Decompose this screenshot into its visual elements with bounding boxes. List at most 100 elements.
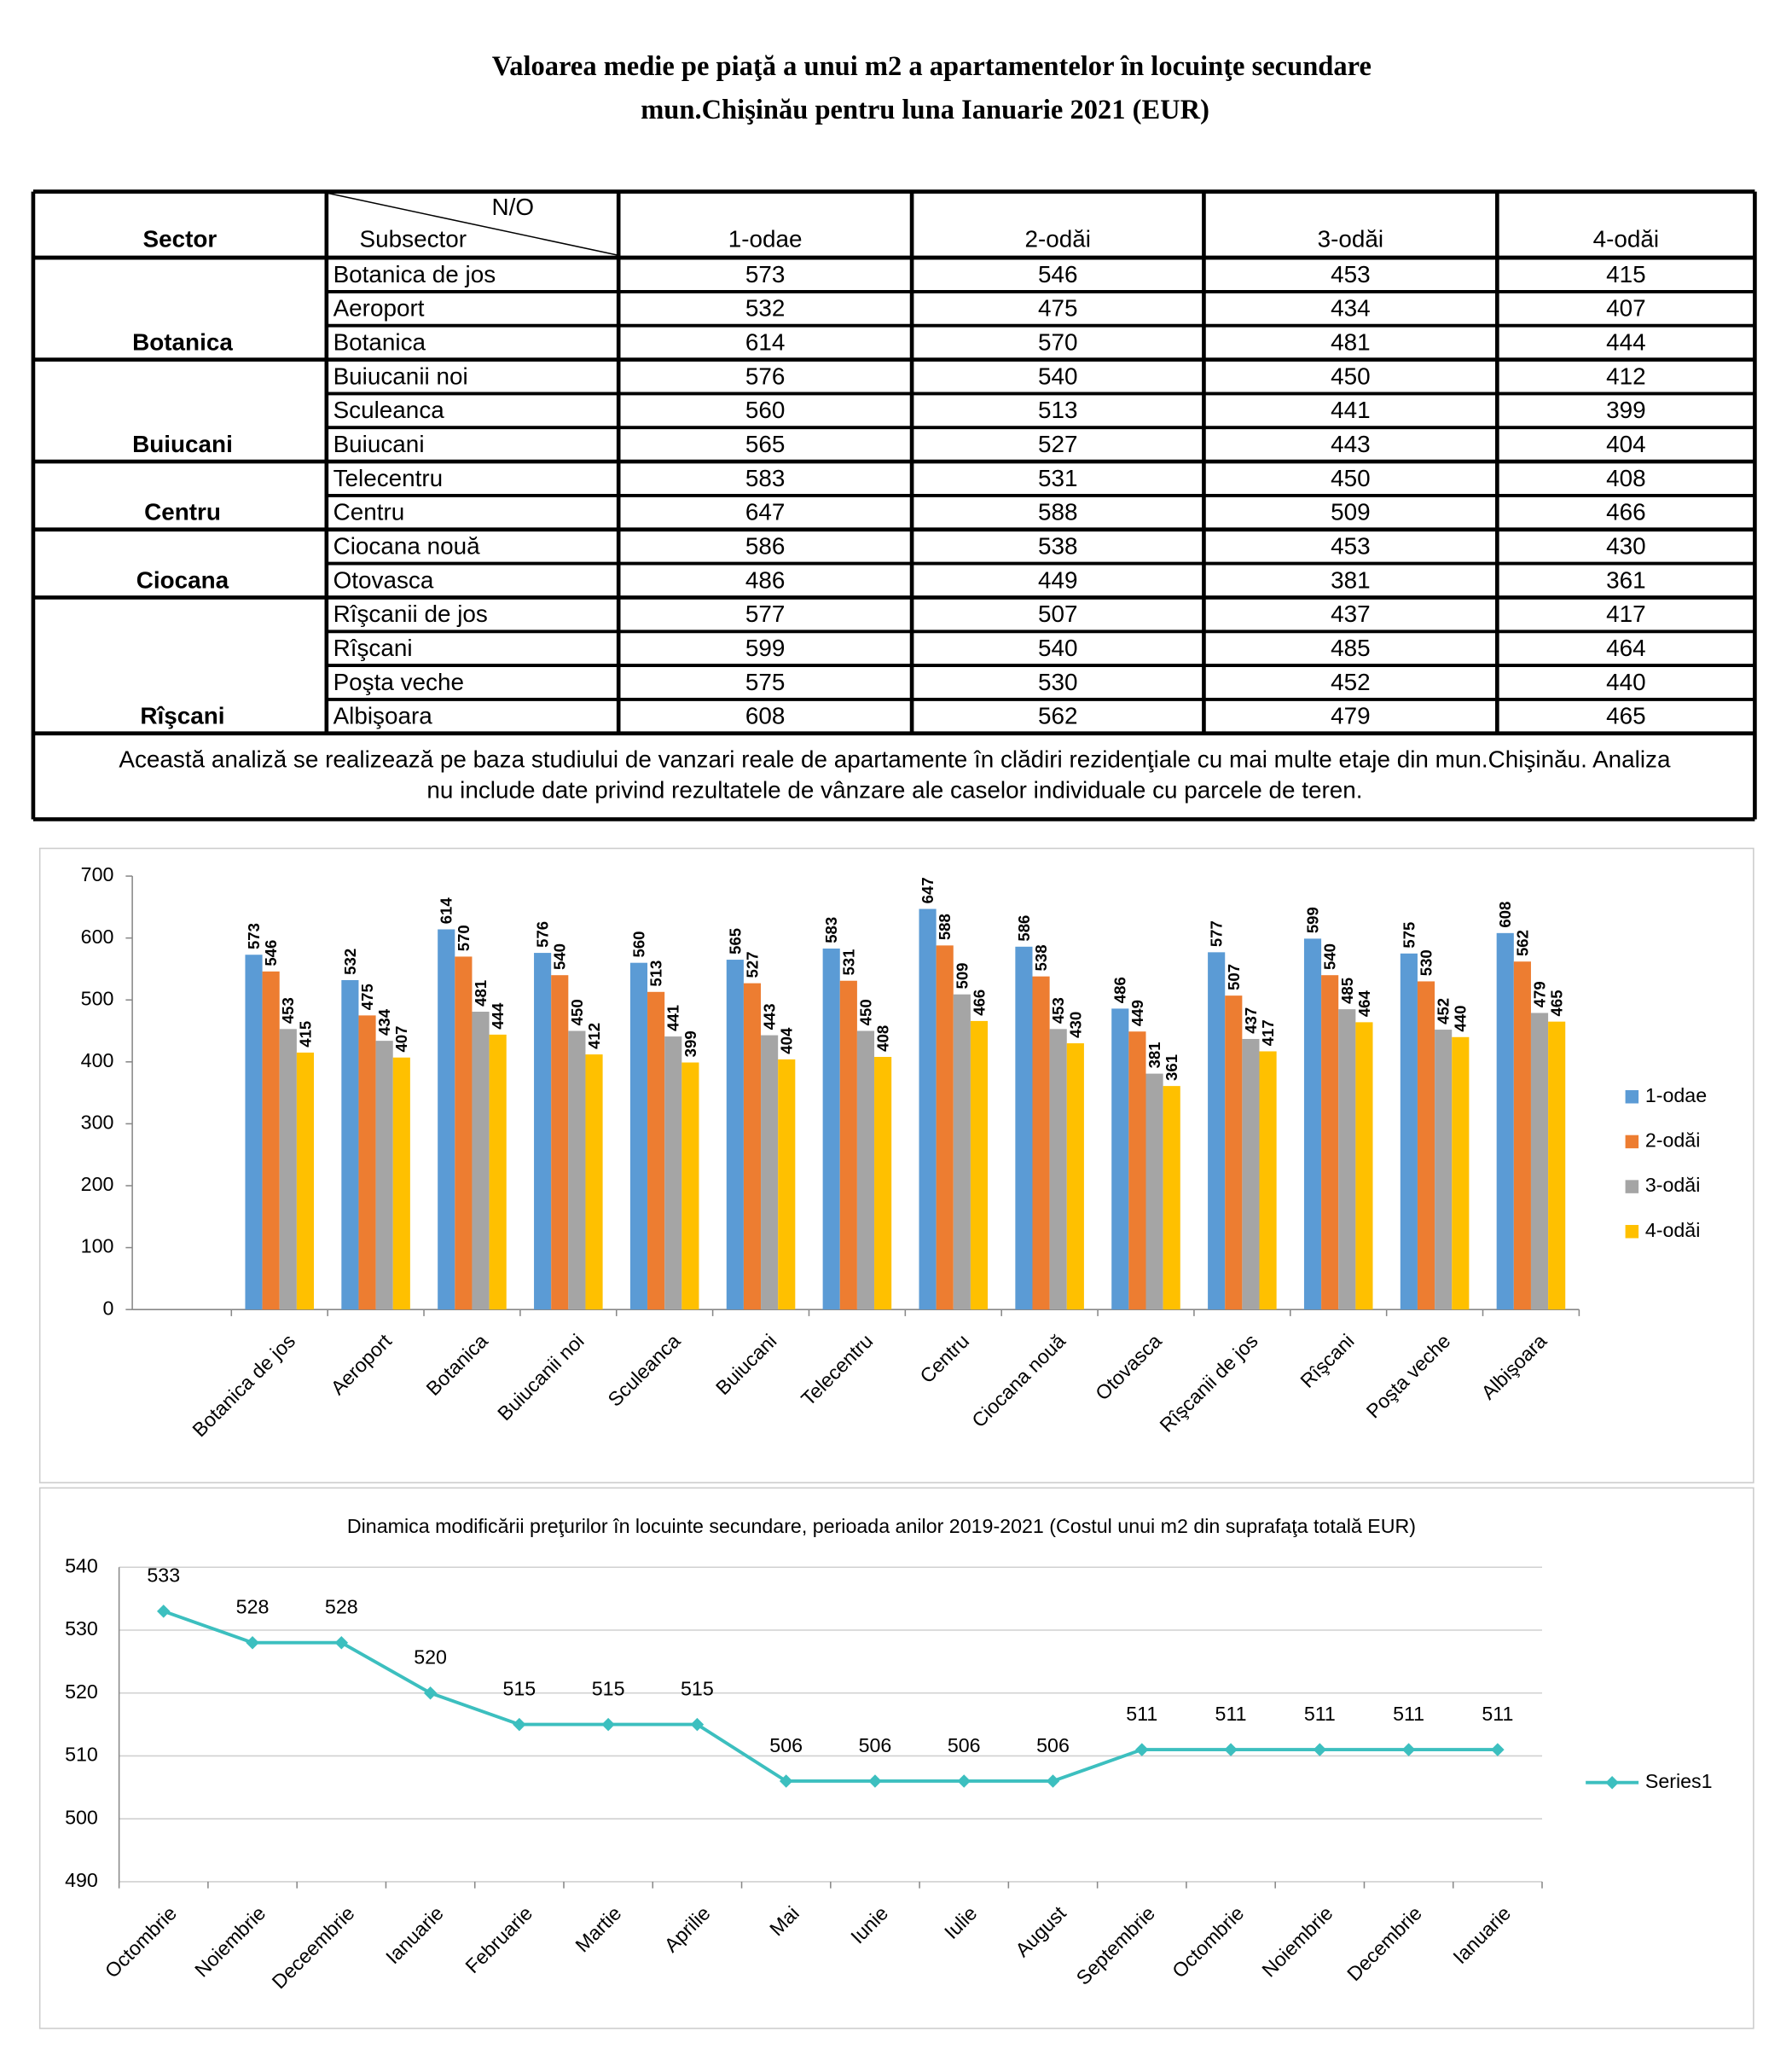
legend-label: 3-odăi (1645, 1174, 1701, 1196)
x-tick-label: Poşta veche (1362, 1330, 1455, 1423)
value-cell: 599 (745, 635, 786, 661)
x-tick-label: Ianuarie (381, 1902, 448, 1969)
point (1046, 1774, 1060, 1788)
sector-cell: Botanica (132, 329, 233, 356)
data-label: 540 (1321, 943, 1339, 970)
bar (726, 960, 744, 1310)
bar (1208, 952, 1226, 1310)
data-label: 415 (296, 1021, 314, 1048)
data-label: 430 (1066, 1012, 1084, 1038)
data-label: 546 (262, 940, 280, 966)
value-cell: 361 (1606, 566, 1646, 593)
header-cell: N/O (491, 194, 534, 220)
bar (1111, 1008, 1129, 1310)
bar (585, 1054, 603, 1310)
data-label: 647 (919, 877, 937, 903)
bar (438, 929, 455, 1310)
data-label: 417 (1259, 1019, 1277, 1046)
bar (1225, 995, 1243, 1310)
bar (1400, 953, 1418, 1310)
value-cell: 527 (1038, 431, 1078, 457)
bar (822, 948, 840, 1310)
value-cell: 586 (745, 533, 786, 560)
bar (1066, 1043, 1084, 1310)
data-label: 570 (455, 925, 473, 951)
value-cell: 588 (1038, 499, 1078, 525)
bar (970, 1020, 989, 1310)
bar (489, 1034, 507, 1310)
legend-label: 1-odae (1645, 1084, 1707, 1106)
point (157, 1605, 171, 1618)
bar (664, 1036, 682, 1310)
data-label: 485 (1338, 978, 1356, 1004)
note: Această analiză se realizează pe baza st… (119, 746, 1671, 773)
x-tick-label: Iulie (940, 1902, 982, 1944)
data-label: 565 (726, 928, 744, 955)
data-label: 453 (1049, 997, 1067, 1024)
x-tick-label: Mai (765, 1902, 803, 1941)
value-cell: 573 (745, 261, 786, 287)
bar-chart-frame (38, 847, 1754, 1483)
bar (647, 991, 665, 1310)
data-label: 381 (1145, 1042, 1163, 1068)
point (1491, 1743, 1505, 1756)
data-label: 481 (472, 980, 490, 1007)
bar (1355, 1022, 1373, 1310)
value-cell: 531 (1038, 465, 1078, 491)
data-label: 450 (856, 999, 874, 1025)
data-label: 538 (1032, 944, 1050, 971)
value-cell: 509 (1331, 499, 1371, 525)
bar (1303, 938, 1322, 1310)
value-cell: 444 (1606, 329, 1646, 356)
value-cell: 583 (745, 465, 786, 491)
point (1401, 1743, 1416, 1756)
bar (1049, 1029, 1067, 1310)
bar (1321, 975, 1339, 1310)
value-cell: 530 (1038, 669, 1078, 695)
data-label: 520 (414, 1646, 447, 1669)
value-cell: 404 (1606, 431, 1646, 457)
value-cell: 450 (1331, 363, 1371, 389)
y-tick-label: 510 (65, 1744, 98, 1766)
line-chart-frame (38, 1487, 1754, 2029)
legend-label: Series1 (1645, 1770, 1713, 1792)
data-label: 562 (1513, 930, 1531, 956)
header-cell: 4-odăi (1593, 225, 1660, 252)
x-tick-label: Aprilie (660, 1902, 715, 1957)
value-cell: 513 (1038, 397, 1078, 423)
data-label: 452 (1435, 998, 1453, 1024)
data-label: 449 (1128, 1000, 1146, 1026)
value-cell: 608 (745, 703, 786, 729)
point (957, 1774, 971, 1788)
x-tick-label: Rîşcani (1296, 1330, 1358, 1392)
header-cell: Sector (143, 225, 217, 252)
value-cell: 532 (745, 295, 786, 322)
bar (1145, 1073, 1163, 1310)
subsector-cell: Rîşcani (333, 635, 413, 661)
data-label: 465 (1548, 990, 1566, 1016)
bar (936, 945, 954, 1310)
bar (1452, 1036, 1470, 1310)
bar (534, 953, 552, 1310)
bar (1417, 981, 1435, 1310)
value-cell: 570 (1038, 329, 1078, 356)
subsector-cell: Ciocana nouă (333, 533, 481, 560)
bar (1032, 976, 1050, 1310)
header-diagonal (326, 192, 618, 256)
data-label: 361 (1163, 1054, 1180, 1081)
data-label: 441 (664, 1005, 682, 1031)
bar (839, 980, 857, 1310)
line (163, 1610, 1498, 1783)
data-label: 506 (859, 1734, 892, 1756)
bar (1242, 1038, 1260, 1310)
legend-label: 4-odăi (1645, 1219, 1701, 1241)
subsector-cell: Sculeanca (333, 397, 445, 423)
value-cell: 647 (745, 499, 786, 525)
bar (681, 1062, 699, 1310)
data-label: 404 (778, 1027, 796, 1054)
data-label: 599 (1303, 907, 1321, 933)
x-tick-label: Botanica (422, 1330, 492, 1400)
data-label: 440 (1452, 1006, 1470, 1032)
data-label: 530 (1417, 949, 1435, 976)
chart-title: Dinamica modificării preţurilor în locui… (347, 1515, 1416, 1537)
